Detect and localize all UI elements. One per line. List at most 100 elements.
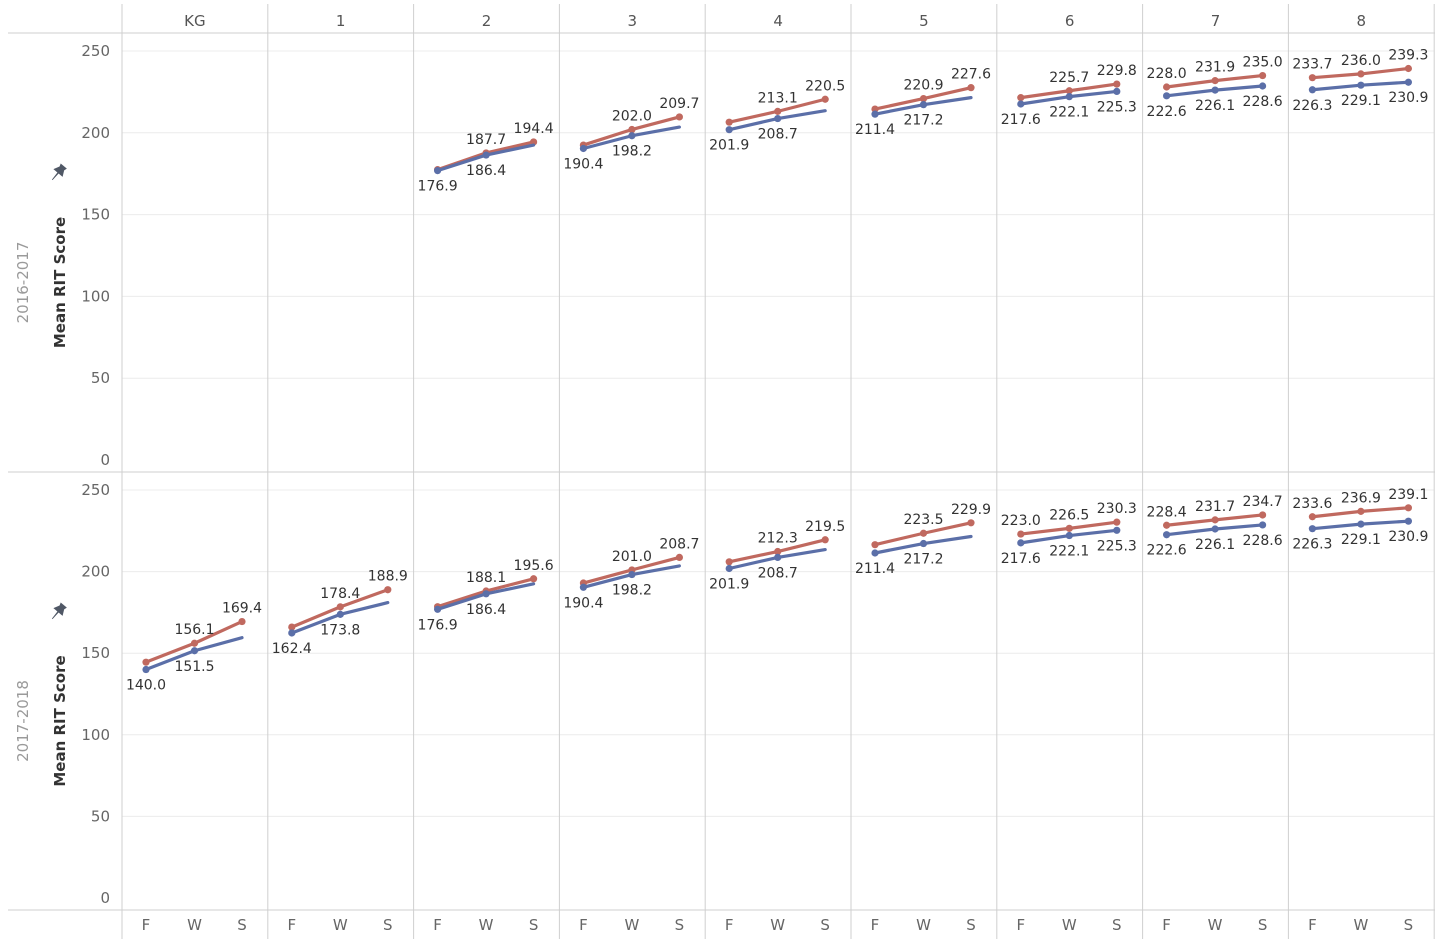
data-point (1211, 525, 1219, 533)
x-tick-label: S (529, 916, 539, 934)
grade-header: 8 (1357, 12, 1367, 30)
data-point (1259, 521, 1267, 529)
data-point (1259, 511, 1267, 519)
data-point (190, 639, 199, 647)
data-label: 226.5 (1049, 507, 1089, 523)
data-point (1404, 64, 1412, 73)
data-point (1113, 80, 1121, 88)
data-point (725, 126, 733, 134)
data-label: 228.6 (1243, 94, 1283, 110)
data-label: 225.3 (1097, 99, 1137, 115)
x-tick-label: S (820, 916, 830, 934)
y-tick-label: 100 (81, 726, 110, 744)
data-point (725, 558, 733, 566)
data-label: 230.3 (1097, 501, 1137, 517)
x-tick-label: W (479, 916, 494, 934)
data-point (1211, 516, 1219, 524)
x-tick-label: F (287, 916, 296, 934)
data-point (336, 610, 344, 618)
data-label: 195.6 (514, 558, 554, 574)
data-point (628, 570, 636, 579)
data-label: 225.7 (1049, 70, 1089, 86)
x-tick-label: F (1016, 916, 1025, 934)
data-label: 222.6 (1147, 104, 1187, 120)
pin-icon-shape (51, 602, 67, 620)
data-label: 208.7 (758, 565, 798, 581)
row-label: 2017-2018 (14, 680, 32, 762)
data-label: 229.9 (951, 502, 991, 518)
data-label: 226.3 (1292, 98, 1332, 114)
data-point (1113, 526, 1121, 534)
data-point (871, 549, 879, 557)
grade-header: 4 (773, 12, 783, 30)
data-point (1308, 525, 1316, 533)
data-label: 229.1 (1341, 532, 1381, 548)
data-point (1017, 530, 1025, 538)
y-tick-label: 250 (81, 481, 110, 499)
data-label: 202.0 (612, 109, 652, 125)
data-point (142, 665, 150, 674)
grade-header: KG (184, 12, 205, 30)
x-tick-label: F (433, 916, 442, 934)
data-point (1404, 517, 1412, 525)
data-point (190, 647, 199, 655)
data-point (1017, 100, 1025, 108)
data-point (1404, 78, 1412, 86)
data-label: 236.9 (1341, 490, 1381, 506)
x-tick-label: S (1258, 916, 1268, 934)
data-label: 169.4 (222, 601, 262, 617)
x-tick-label: W (770, 916, 785, 934)
data-label: 162.4 (272, 641, 312, 657)
pin-icon-shape (51, 163, 67, 181)
data-label: 217.2 (903, 552, 943, 568)
data-label: 222.1 (1049, 544, 1089, 560)
data-label: 223.0 (1001, 513, 1041, 529)
x-tick-label: F (579, 916, 588, 934)
data-point (871, 541, 879, 549)
y-tick-label: 50 (91, 369, 110, 387)
data-point (530, 138, 538, 146)
data-label: 223.5 (903, 512, 943, 528)
y-axis-title: Mean RIT Score (51, 217, 69, 348)
data-point (628, 132, 636, 140)
grade-header: 2 (482, 12, 492, 30)
data-point (1211, 86, 1219, 94)
data-point (774, 114, 782, 123)
data-label: 222.6 (1147, 543, 1187, 559)
y-tick-label: 100 (81, 287, 110, 305)
data-point (1308, 74, 1316, 82)
grade-header: 1 (336, 12, 346, 30)
y-tick-label: 200 (81, 563, 110, 581)
data-label: 208.7 (659, 536, 699, 552)
y-tick-label: 250 (81, 42, 110, 60)
data-point (821, 95, 829, 103)
data-label: 228.0 (1147, 66, 1187, 82)
y-axis-title: Mean RIT Score (51, 655, 69, 786)
data-point (919, 539, 928, 548)
data-point (384, 586, 392, 594)
data-label: 211.4 (855, 122, 895, 138)
data-point (579, 583, 588, 591)
data-label: 239.3 (1388, 48, 1428, 64)
x-tick-label: F (725, 916, 734, 934)
data-label: 212.3 (758, 531, 798, 547)
pin-icon[interactable] (48, 162, 69, 184)
data-point (774, 547, 782, 556)
data-point (1113, 87, 1121, 96)
data-point (434, 605, 442, 613)
data-point (1017, 94, 1025, 102)
x-tick-label: W (916, 916, 931, 934)
x-tick-label: W (1062, 916, 1077, 934)
data-point (628, 125, 636, 134)
data-label: 208.7 (758, 127, 798, 143)
data-label: 151.5 (174, 659, 214, 675)
data-label: 156.1 (174, 622, 214, 638)
data-point (482, 151, 490, 159)
x-tick-label: S (966, 916, 976, 934)
data-label: 234.7 (1243, 494, 1283, 510)
data-point (1065, 87, 1073, 95)
data-point (871, 105, 879, 113)
data-point (579, 144, 588, 153)
pin-icon[interactable] (48, 601, 69, 623)
